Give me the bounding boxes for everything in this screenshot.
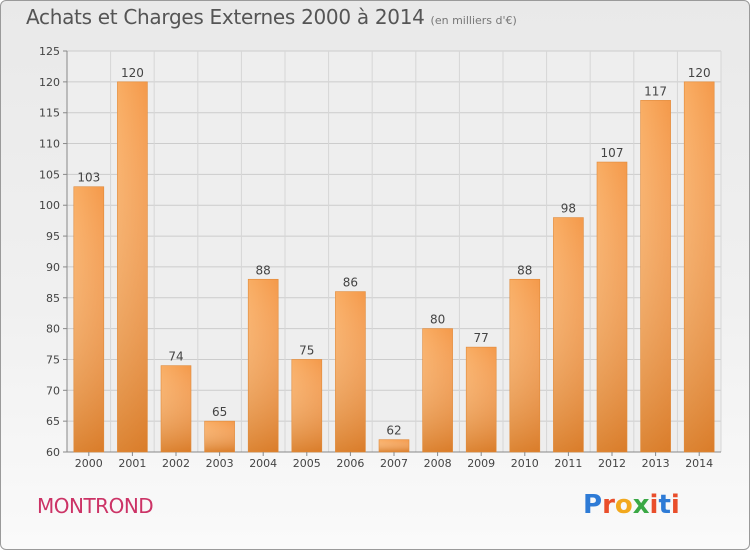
x-tick-label-2006: 2006: [336, 457, 364, 470]
chart-subtitle: (en milliers d'€): [430, 14, 517, 27]
data-label-2008: 80: [430, 313, 445, 327]
bar-shade-2000: [73, 186, 104, 452]
y-tick-label: 95: [46, 230, 60, 243]
x-tick-label-2005: 2005: [293, 457, 321, 470]
bar-shade-2001: [117, 81, 148, 452]
data-labels: 103 120 74 65 88 75 86 62 80 77 88 98 107 117 120: [77, 66, 710, 438]
city-name: MONTROND: [37, 494, 154, 518]
x-tick-label-2011: 2011: [554, 457, 582, 470]
data-label-2014: 120: [688, 66, 711, 80]
y-tick-label: 85: [46, 292, 60, 305]
data-label-2009: 77: [474, 331, 489, 345]
y-tick-label: 75: [46, 353, 60, 366]
y-tick-label: 70: [46, 384, 60, 397]
data-label-2010: 88: [517, 263, 532, 277]
bar-shade-2004: [248, 279, 279, 452]
bar-shade-2011: [553, 217, 584, 452]
bar-shade-2003: [204, 421, 235, 452]
data-label-2013: 117: [644, 84, 667, 98]
y-tick-label: 65: [46, 415, 60, 428]
y-tick-label: 100: [39, 199, 60, 212]
bar-shade-2008: [422, 328, 453, 452]
x-axis: 2000 2001 2002 2003 2004 2005 2006 2007 2008 2009…: [75, 452, 713, 470]
bar-shade-2007: [379, 439, 409, 452]
bar-shade-2002: [161, 365, 191, 452]
data-label-2000: 103: [77, 171, 100, 185]
x-tick-label-2004: 2004: [249, 457, 277, 470]
data-label-2007: 62: [386, 424, 401, 438]
bars: [73, 81, 715, 453]
y-tick-label: 120: [39, 76, 60, 89]
x-tick-label-2014: 2014: [685, 457, 713, 470]
data-label-2006: 86: [343, 276, 358, 290]
bar-shade-2013: [640, 100, 671, 452]
data-label-2002: 74: [168, 350, 183, 364]
y-tick-label: 80: [46, 323, 60, 336]
data-label-2004: 88: [256, 263, 271, 277]
y-tick-label: 115: [39, 107, 60, 120]
chart-title: Achats et Charges Externes 2000 à 2014 (e…: [26, 5, 517, 29]
bar-shade-2012: [597, 162, 627, 453]
y-tick-label: 105: [39, 168, 60, 181]
y-tick-label: 90: [46, 261, 60, 274]
y-tick-label: 60: [46, 446, 60, 459]
data-label-2011: 98: [561, 202, 576, 216]
data-label-2001: 120: [121, 66, 144, 80]
y-tick-label: 110: [39, 138, 60, 151]
x-tick-label-2008: 2008: [424, 457, 452, 470]
x-tick-label-2002: 2002: [162, 457, 190, 470]
x-tick-label-2012: 2012: [598, 457, 626, 470]
x-tick-label-2007: 2007: [380, 457, 408, 470]
x-tick-label-2000: 2000: [75, 457, 103, 470]
data-label-2003: 65: [212, 405, 227, 419]
x-tick-label-2009: 2009: [467, 457, 495, 470]
x-tick-label-2013: 2013: [642, 457, 670, 470]
x-tick-label-2001: 2001: [118, 457, 146, 470]
data-label-2005: 75: [299, 343, 314, 357]
x-tick-label-2010: 2010: [511, 457, 539, 470]
bar-shade-2014: [684, 81, 715, 452]
bar-shade-2009: [466, 347, 497, 452]
bar-shade-2010: [509, 279, 540, 452]
bar-shade-2005: [291, 359, 322, 452]
bar-shade-2006: [335, 291, 366, 452]
y-tick-label: 125: [39, 45, 60, 58]
data-label-2012: 107: [601, 146, 624, 160]
x-tick-label-2003: 2003: [206, 457, 234, 470]
proxiti-logo: Proxiti: [583, 490, 680, 520]
